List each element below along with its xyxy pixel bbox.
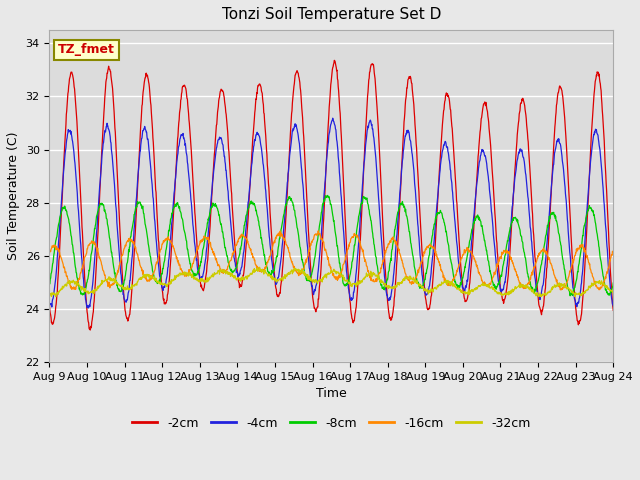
Title: Tonzi Soil Temperature Set D: Tonzi Soil Temperature Set D: [221, 7, 441, 22]
-32cm: [493, 291, 501, 297]
-16cm: [543, 250, 550, 255]
-2cm: [420, 273, 428, 279]
-4cm: [543, 240, 551, 246]
-4cm: [609, 303, 617, 309]
-2cm: [172, 180, 179, 186]
-2cm: [234, 277, 242, 283]
-2cm: [493, 249, 501, 255]
Line: -16cm: -16cm: [49, 231, 613, 290]
-8cm: [543, 228, 550, 234]
-4cm: [84, 305, 92, 311]
-32cm: [45, 290, 53, 296]
-32cm: [172, 276, 179, 282]
-32cm: [420, 286, 428, 292]
-16cm: [557, 287, 565, 293]
-2cm: [609, 308, 617, 313]
-16cm: [157, 246, 165, 252]
-8cm: [157, 273, 165, 279]
-16cm: [171, 249, 179, 254]
-8cm: [324, 192, 332, 198]
Y-axis label: Soil Temperature (C): Soil Temperature (C): [7, 132, 20, 260]
-32cm: [543, 291, 551, 297]
-4cm: [493, 268, 501, 274]
-16cm: [419, 253, 427, 259]
-4cm: [420, 283, 428, 288]
-2cm: [45, 302, 53, 308]
-8cm: [234, 258, 242, 264]
-16cm: [609, 249, 617, 254]
-2cm: [330, 58, 338, 63]
X-axis label: Time: Time: [316, 387, 347, 400]
-2cm: [86, 327, 94, 333]
-4cm: [45, 300, 53, 306]
-4cm: [172, 177, 179, 183]
Line: -4cm: -4cm: [49, 118, 613, 308]
-32cm: [609, 290, 617, 296]
-2cm: [157, 282, 165, 288]
-16cm: [234, 239, 242, 245]
Line: -2cm: -2cm: [49, 60, 613, 330]
-16cm: [314, 228, 322, 234]
-4cm: [234, 273, 242, 278]
-2cm: [543, 264, 551, 270]
Legend: -2cm, -4cm, -8cm, -16cm, -32cm: -2cm, -4cm, -8cm, -16cm, -32cm: [127, 411, 536, 434]
-8cm: [45, 281, 53, 287]
-32cm: [52, 294, 60, 300]
Text: TZ_fmet: TZ_fmet: [58, 43, 115, 56]
-32cm: [255, 264, 263, 270]
-4cm: [157, 282, 165, 288]
-8cm: [566, 293, 574, 299]
-4cm: [329, 115, 337, 121]
-16cm: [493, 261, 500, 267]
-8cm: [171, 204, 179, 209]
-32cm: [157, 281, 165, 287]
-8cm: [493, 284, 500, 290]
-16cm: [45, 250, 53, 256]
-8cm: [609, 280, 617, 286]
Line: -8cm: -8cm: [49, 195, 613, 296]
-32cm: [234, 275, 242, 281]
-8cm: [419, 282, 427, 288]
Line: -32cm: -32cm: [49, 267, 613, 297]
